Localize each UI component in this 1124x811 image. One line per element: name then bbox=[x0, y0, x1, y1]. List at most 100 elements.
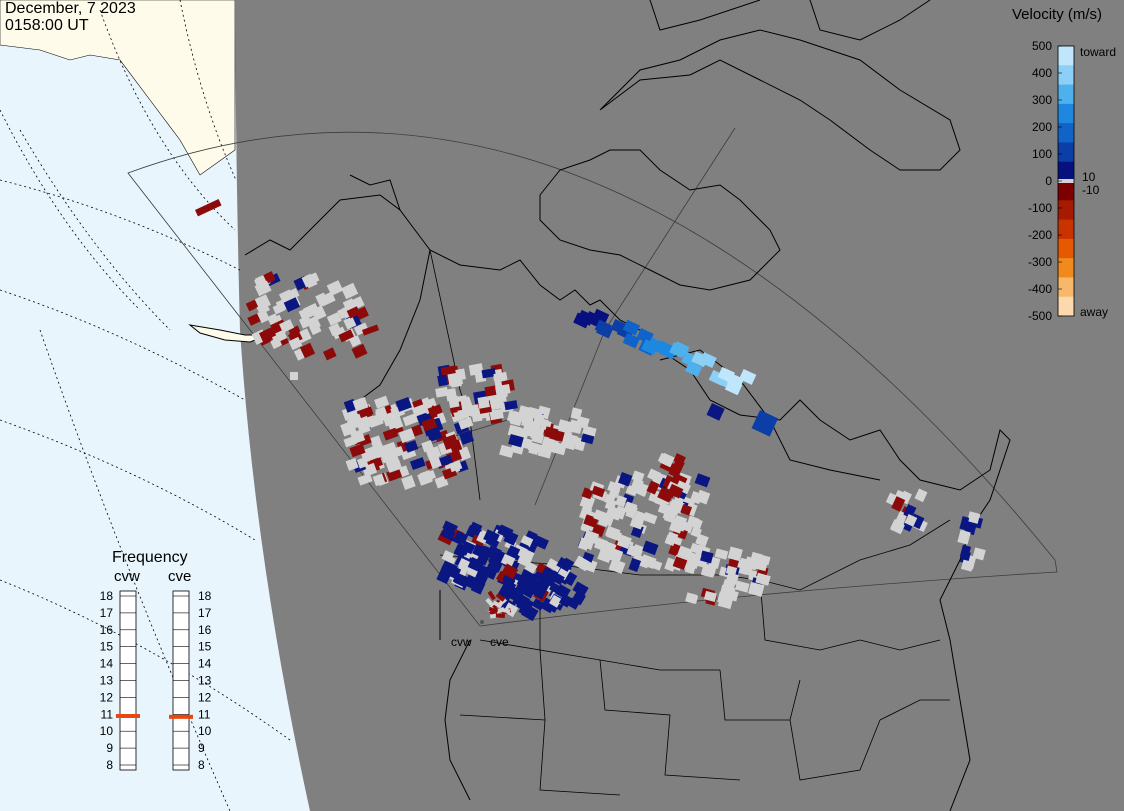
radar-gate bbox=[350, 429, 366, 445]
colorbar-tick-label: 300 bbox=[1032, 93, 1052, 107]
radar-gate bbox=[356, 457, 369, 469]
radar-gate bbox=[675, 480, 691, 495]
radar-gate bbox=[472, 572, 489, 588]
colorbar-tick-label: -500 bbox=[1028, 309, 1052, 323]
frequency-scale-right: 14 bbox=[198, 657, 212, 671]
radar-gate bbox=[961, 559, 972, 571]
radar-gate bbox=[495, 613, 505, 618]
radar-gate bbox=[506, 545, 521, 560]
frequency-scale-right: 8 bbox=[198, 758, 205, 772]
radar-gate bbox=[458, 416, 474, 430]
radar-sites: cvw cve bbox=[451, 620, 509, 649]
radar-gate bbox=[541, 566, 558, 581]
radar-gate bbox=[552, 572, 565, 586]
radar-gate bbox=[622, 332, 640, 349]
radar-site-label-cve: cve bbox=[490, 635, 509, 649]
radar-gate bbox=[410, 424, 424, 437]
radar-gate bbox=[646, 480, 660, 495]
radar-gate bbox=[957, 529, 971, 545]
colorbar-tick-label: -100 bbox=[1028, 201, 1052, 215]
colorbar-segment bbox=[1058, 181, 1074, 201]
radar-gate bbox=[694, 473, 711, 488]
radar-gate bbox=[903, 504, 917, 519]
radar-gate bbox=[342, 298, 356, 310]
radar-gate bbox=[404, 439, 419, 453]
radar-gate bbox=[409, 457, 426, 471]
radar-gate bbox=[370, 446, 383, 458]
radar-gate bbox=[427, 404, 443, 417]
colorbar-tick-label: 400 bbox=[1032, 66, 1052, 80]
radar-gate bbox=[755, 572, 771, 586]
radar-gate bbox=[626, 544, 641, 558]
radar-gate bbox=[304, 275, 318, 289]
radar-gate bbox=[453, 530, 469, 545]
frequency-scale-right: 18 bbox=[198, 589, 212, 603]
radar-gate bbox=[510, 413, 523, 427]
night-land-patch bbox=[0, 0, 236, 176]
colorbar-segment bbox=[1058, 103, 1074, 124]
coastlines bbox=[244, 0, 1011, 811]
radar-gate bbox=[345, 457, 359, 471]
radar-gate bbox=[741, 562, 754, 576]
radar-gate bbox=[501, 563, 519, 580]
radar-gate bbox=[609, 548, 624, 564]
radar-gate bbox=[488, 392, 501, 405]
radar-gate bbox=[684, 360, 703, 377]
frequency-scale-left: 17 bbox=[100, 606, 114, 620]
radar-gate bbox=[425, 445, 442, 461]
radar-gate bbox=[501, 575, 516, 589]
radar-gate bbox=[481, 368, 496, 379]
radar-gate bbox=[637, 556, 651, 569]
radar-gate bbox=[503, 530, 519, 546]
radar-gate bbox=[448, 460, 463, 473]
radar-gate bbox=[891, 496, 906, 512]
radar-gate bbox=[532, 583, 548, 600]
radar-gate bbox=[411, 403, 428, 417]
colorbar-segment bbox=[1058, 46, 1074, 66]
colorbar-zero-band bbox=[1058, 179, 1074, 183]
radar-gate bbox=[735, 580, 750, 593]
colorbar-segment bbox=[1058, 238, 1074, 259]
radar-gate bbox=[477, 396, 490, 409]
colorbar-toward-label: toward bbox=[1080, 45, 1116, 59]
radar-gate bbox=[279, 319, 295, 333]
radar-gates bbox=[195, 199, 986, 622]
radar-gate bbox=[500, 553, 516, 568]
radar-gate bbox=[581, 487, 594, 500]
radar-gate bbox=[361, 324, 380, 336]
radar-gate bbox=[573, 555, 591, 572]
radar-gate bbox=[532, 412, 545, 426]
radar-gate bbox=[326, 312, 342, 326]
radar-gate bbox=[751, 409, 779, 437]
radar-gate bbox=[700, 563, 716, 578]
radar-gate bbox=[687, 552, 702, 567]
radar-gate bbox=[349, 443, 366, 458]
radar-gate bbox=[699, 550, 714, 564]
radar-gate bbox=[695, 533, 709, 547]
radar-gate bbox=[386, 458, 402, 472]
frequency-scale-left: 14 bbox=[100, 657, 114, 671]
radar-gate bbox=[657, 452, 673, 467]
frequency-title: Frequency bbox=[112, 549, 188, 566]
radar-gate bbox=[278, 289, 294, 303]
radar-gate bbox=[524, 561, 538, 574]
radar-gate bbox=[642, 511, 658, 525]
radar-gate bbox=[440, 527, 456, 541]
radar-gate bbox=[309, 323, 322, 336]
radar-gate bbox=[695, 489, 711, 505]
radar-gate bbox=[657, 502, 674, 517]
radar-gate bbox=[402, 413, 419, 427]
radar-gate bbox=[495, 385, 507, 396]
radar-gate bbox=[972, 547, 986, 561]
radar-gate bbox=[290, 372, 298, 380]
radar-gate bbox=[608, 486, 621, 499]
radar-gate bbox=[338, 329, 355, 343]
frequency-scale-right: 9 bbox=[198, 741, 205, 755]
radar-gate bbox=[482, 545, 495, 558]
radar-gate bbox=[754, 556, 769, 572]
radar-gate bbox=[315, 292, 329, 307]
radar-gate bbox=[614, 505, 627, 520]
frequency-label-cve: cve bbox=[168, 568, 192, 585]
radar-gate bbox=[455, 542, 470, 556]
radar-gate bbox=[914, 488, 928, 503]
